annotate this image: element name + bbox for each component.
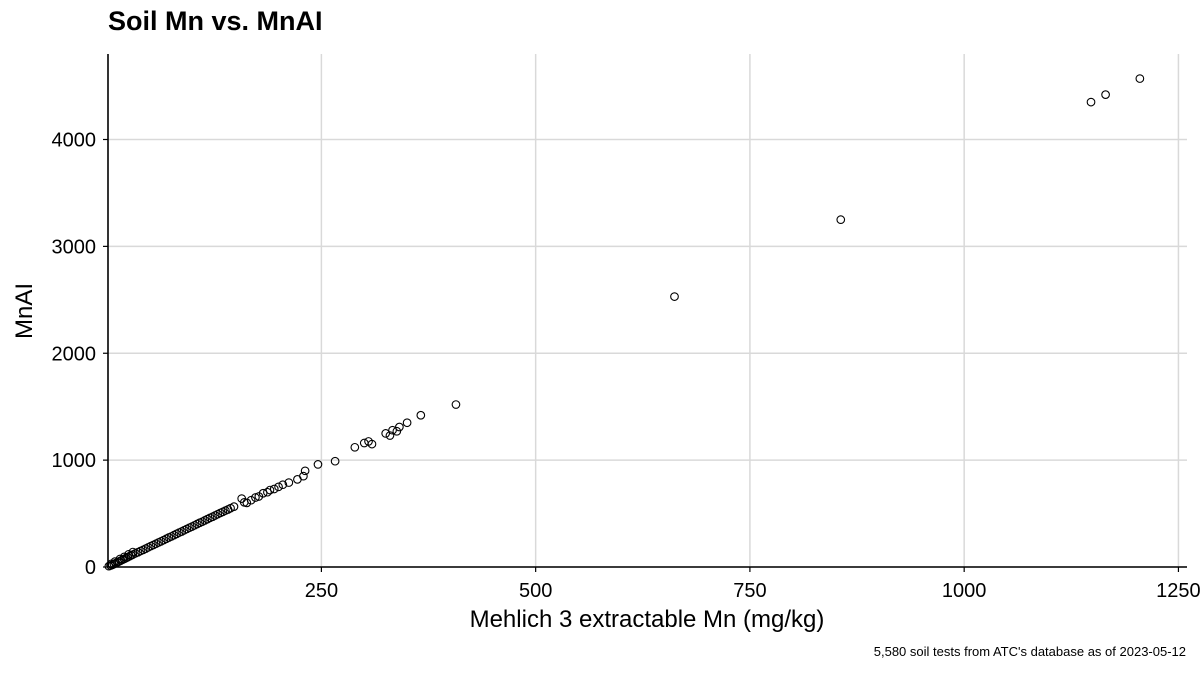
data-point	[284, 478, 294, 487]
data-point	[1086, 97, 1096, 107]
x-tick-label: 250	[305, 580, 338, 602]
data-point	[402, 418, 412, 428]
data-point	[385, 431, 395, 440]
data-point	[395, 422, 404, 432]
x-tick-label: 500	[519, 580, 552, 602]
data-point	[451, 400, 461, 409]
data-point	[300, 466, 310, 476]
grid-lines	[108, 54, 1187, 568]
y-tick-label: 3000	[52, 236, 97, 258]
data-point	[416, 410, 426, 420]
data-point	[269, 484, 279, 494]
data-point	[299, 471, 308, 481]
chart-title: Soil Mn vs. MnAI	[108, 6, 323, 36]
axes	[103, 54, 1187, 572]
y-tick-label: 4000	[52, 130, 97, 152]
data-point	[388, 425, 397, 435]
data-point	[274, 482, 283, 492]
data-point	[242, 498, 252, 508]
data-point	[367, 439, 377, 449]
data-point	[359, 438, 369, 448]
data-point	[278, 480, 288, 490]
data-point	[229, 502, 239, 511]
data-point	[836, 215, 846, 225]
data-point	[381, 429, 391, 438]
x-axis-label: Mehlich 3 extractable Mn (mg/kg)	[470, 606, 825, 633]
data-point	[263, 487, 272, 497]
data-point	[313, 460, 323, 469]
x-tick-label: 1000	[942, 580, 987, 602]
data-point	[350, 442, 360, 452]
data-point	[265, 485, 275, 495]
data-point	[330, 456, 340, 466]
y-tick-label: 2000	[52, 343, 97, 365]
data-point	[1135, 74, 1145, 83]
data-point	[110, 557, 120, 567]
x-tick-label: 1250	[1156, 580, 1200, 602]
data-point	[258, 488, 268, 498]
data-point	[392, 426, 402, 436]
data-point	[251, 493, 260, 502]
y-tick-label: 0	[85, 557, 96, 579]
data-point	[115, 554, 125, 564]
data-point	[670, 292, 679, 301]
data-point	[246, 495, 256, 505]
data-point	[124, 550, 133, 559]
x-tick-label: 750	[733, 580, 766, 602]
data-point	[128, 547, 138, 557]
y-tick-label: 1000	[52, 450, 97, 472]
chart-caption: 5,580 soil tests from ATC's database as …	[873, 644, 1186, 659]
tick-labels: 250 500 750 1000 1250 0 1000 2000 3000 4000	[52, 130, 1200, 603]
data-point	[119, 552, 129, 562]
data-point	[1101, 90, 1110, 99]
y-axis-label: MnAI	[11, 283, 38, 339]
data-points	[104, 74, 1145, 571]
